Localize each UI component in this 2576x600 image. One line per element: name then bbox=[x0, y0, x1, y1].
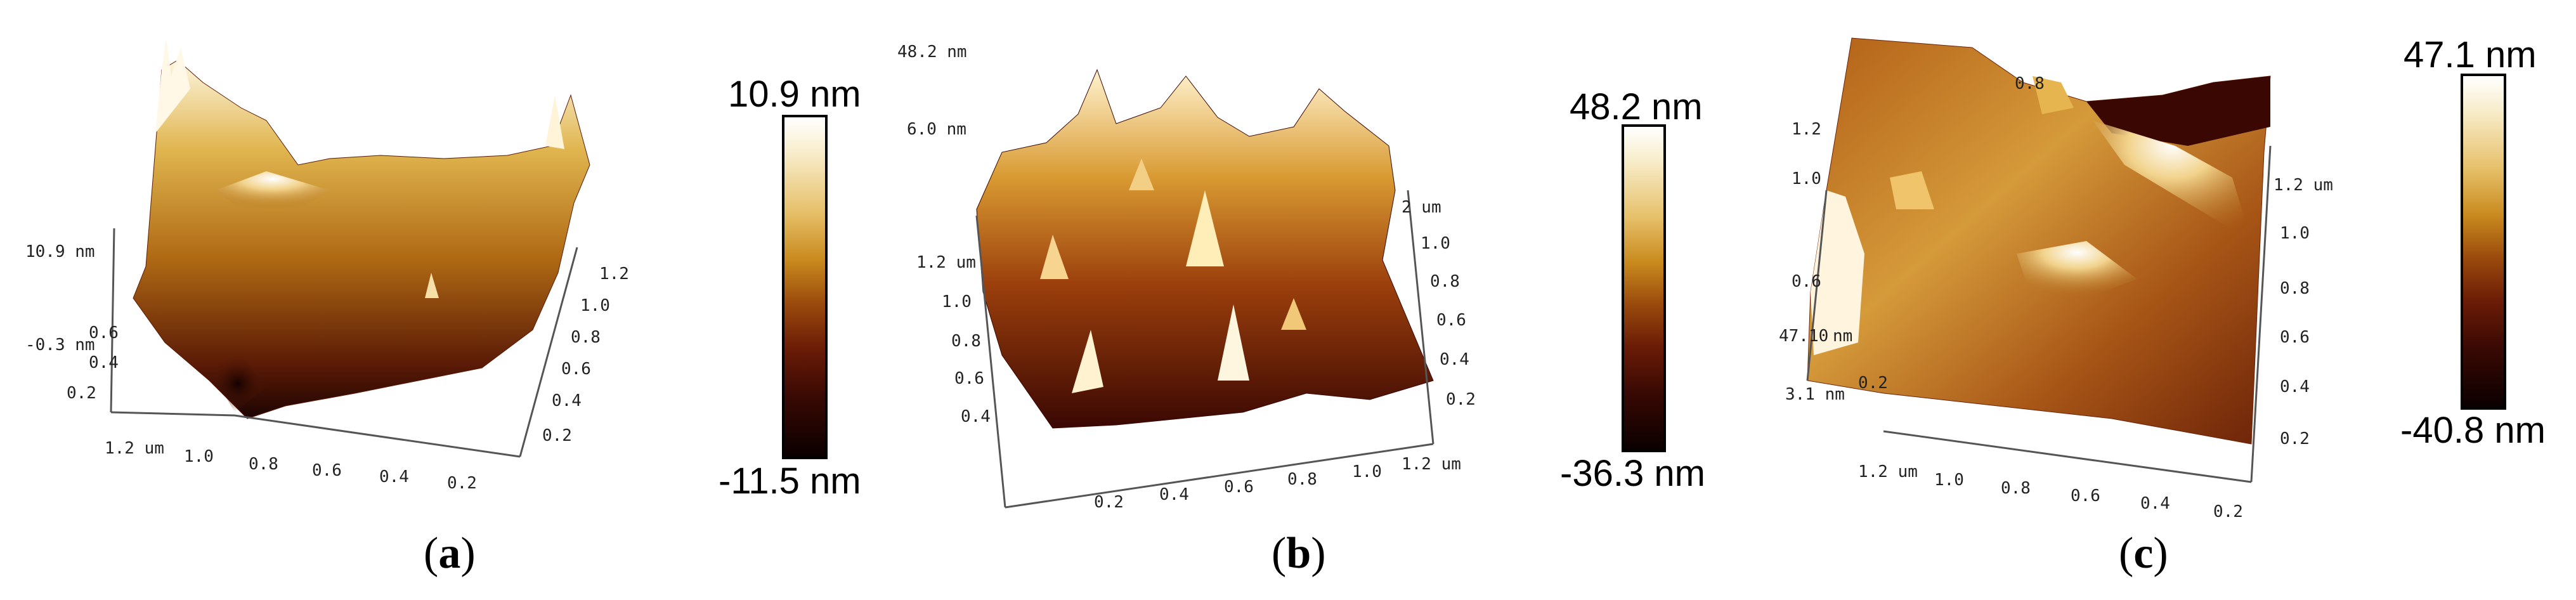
right-tick: 0.6 bbox=[1436, 311, 1466, 330]
panel-caption-c: (c) bbox=[2119, 529, 2168, 578]
z-label-min: 3.1 nm bbox=[1785, 385, 1845, 404]
left-tick: 0.6 bbox=[89, 323, 119, 342]
left-tick: 0.4 bbox=[89, 353, 119, 372]
colorbar-max-label: 47.1 nm bbox=[2404, 34, 2537, 75]
bottom-tick: 1.2 um bbox=[1402, 455, 1461, 474]
left-tick: 0.2 bbox=[67, 384, 96, 403]
right-tick: 0.8 bbox=[2280, 279, 2310, 298]
panel-b: 48.2 nm 6.0 nm 1.2 um 1.0 0.8 0.6 0.4 0.… bbox=[888, 0, 1731, 600]
panel-a: 10.9 nm -0.3 nm 0.6 0.4 0.2 1.2 um 1.0 0… bbox=[0, 0, 888, 600]
right-tick: 1.0 bbox=[1421, 234, 1450, 253]
right-tick: 0.4 bbox=[2280, 377, 2310, 396]
height-colorbar-a bbox=[782, 115, 828, 459]
right-tick: 1.2 um bbox=[599, 264, 634, 284]
bottom-tick: 0.2 bbox=[2213, 502, 2243, 520]
colorbar-min-label: -36.3 nm bbox=[1560, 453, 1705, 494]
right-tick: 0.8 bbox=[1430, 272, 1460, 291]
right-tick: 2 um bbox=[1402, 198, 1441, 217]
z-label-max: 10.9 nm bbox=[25, 242, 95, 261]
bottom-tick: 0.4 bbox=[379, 467, 409, 486]
bottom-tick: 0.6 bbox=[2071, 486, 2100, 505]
right-tick: 0.6 bbox=[2280, 328, 2310, 347]
z-label-unit: nm bbox=[1833, 327, 1852, 346]
height-colorbar-b bbox=[1622, 124, 1666, 452]
left-tick: 0.2 bbox=[1858, 374, 1888, 393]
bottom-tick: 0.8 bbox=[1287, 470, 1317, 489]
bottom-tick: 0.4 bbox=[2140, 494, 2170, 513]
panel-caption-a: (a) bbox=[424, 529, 476, 578]
bottom-tick: 1.0 bbox=[184, 447, 214, 466]
bottom-tick: 0.6 bbox=[312, 461, 342, 480]
right-tick: 0.2 bbox=[542, 426, 572, 445]
left-tick: 1.0 bbox=[1792, 169, 1821, 188]
left-tick: 0.4 bbox=[961, 407, 991, 426]
right-tick: 0.2 bbox=[1446, 390, 1476, 409]
bottom-tick: 1.2 um bbox=[1858, 462, 1918, 481]
left-tick: 1.2 bbox=[1792, 120, 1821, 139]
right-tick: 0.2 bbox=[2280, 429, 2310, 448]
caption-letter: b bbox=[1286, 529, 1311, 578]
afm-3d-surface-plot-a: 10.9 nm -0.3 nm 0.6 0.4 0.2 1.2 um 1.0 0… bbox=[25, 38, 634, 493]
bottom-tick: 1.0 bbox=[1352, 462, 1382, 481]
colorbar-max-label: 48.2 nm bbox=[1570, 86, 1703, 127]
bottom-tick: 0.2 bbox=[447, 474, 477, 493]
right-tick: 1.0 bbox=[2280, 224, 2310, 243]
right-tick: 0.4 bbox=[552, 391, 582, 410]
bottom-tick: 0.8 bbox=[2001, 479, 2031, 498]
afm-surface-a bbox=[133, 60, 590, 419]
panel-c: 0.8 1.2 1.0 0.6 47.10 nm 0.2 3.1 nm 1.2 … bbox=[1731, 0, 2576, 600]
left-tick: 0.8 bbox=[951, 332, 981, 351]
bottom-tick: 1.0 bbox=[1934, 471, 1964, 490]
caption-letter: c bbox=[2133, 529, 2154, 578]
right-tick: 1.0 bbox=[580, 296, 610, 315]
top-tick: 0.8 bbox=[2015, 74, 2045, 93]
colorbar-max-label: 10.9 nm bbox=[728, 74, 861, 115]
bottom-tick: 1.2 um bbox=[105, 439, 164, 458]
afm-3d-surface-plot-b: 48.2 nm 6.0 nm 1.2 um 1.0 0.8 0.6 0.4 0.… bbox=[897, 42, 1476, 512]
z-label-mid: 6.0 nm bbox=[907, 120, 966, 139]
right-tick: 0.6 bbox=[561, 360, 591, 379]
bottom-tick: 0.8 bbox=[249, 455, 278, 474]
left-tick: 1.0 bbox=[942, 292, 972, 311]
right-tick: 0.4 bbox=[1440, 350, 1469, 369]
left-tick: 0.6 bbox=[1792, 272, 1821, 291]
caption-letter: a bbox=[438, 529, 461, 578]
z-label-max: 48.2 nm bbox=[897, 42, 967, 62]
bottom-tick: 0.6 bbox=[1224, 478, 1254, 497]
panel-caption-b: (b) bbox=[1272, 529, 1326, 578]
right-tick: 1.2 um bbox=[2274, 176, 2333, 195]
left-tick: 1.2 um bbox=[916, 253, 976, 272]
bottom-tick: 0.4 bbox=[1159, 485, 1189, 504]
afm-3d-surface-plot-c: 0.8 1.2 1.0 0.6 47.10 nm 0.2 3.1 nm 1.2 … bbox=[1779, 37, 2333, 520]
z-label-mid: -0.3 nm bbox=[25, 336, 95, 355]
bottom-tick: 0.2 bbox=[1094, 493, 1124, 512]
right-tick: 0.8 bbox=[571, 328, 601, 347]
height-colorbar-c bbox=[2461, 74, 2506, 410]
z-label-max: 47.10 bbox=[1779, 327, 1828, 346]
colorbar-min-label: -40.8 nm bbox=[2400, 410, 2546, 451]
colorbar-min-label: -11.5 nm bbox=[719, 460, 861, 502]
left-tick: 0.6 bbox=[954, 369, 984, 388]
